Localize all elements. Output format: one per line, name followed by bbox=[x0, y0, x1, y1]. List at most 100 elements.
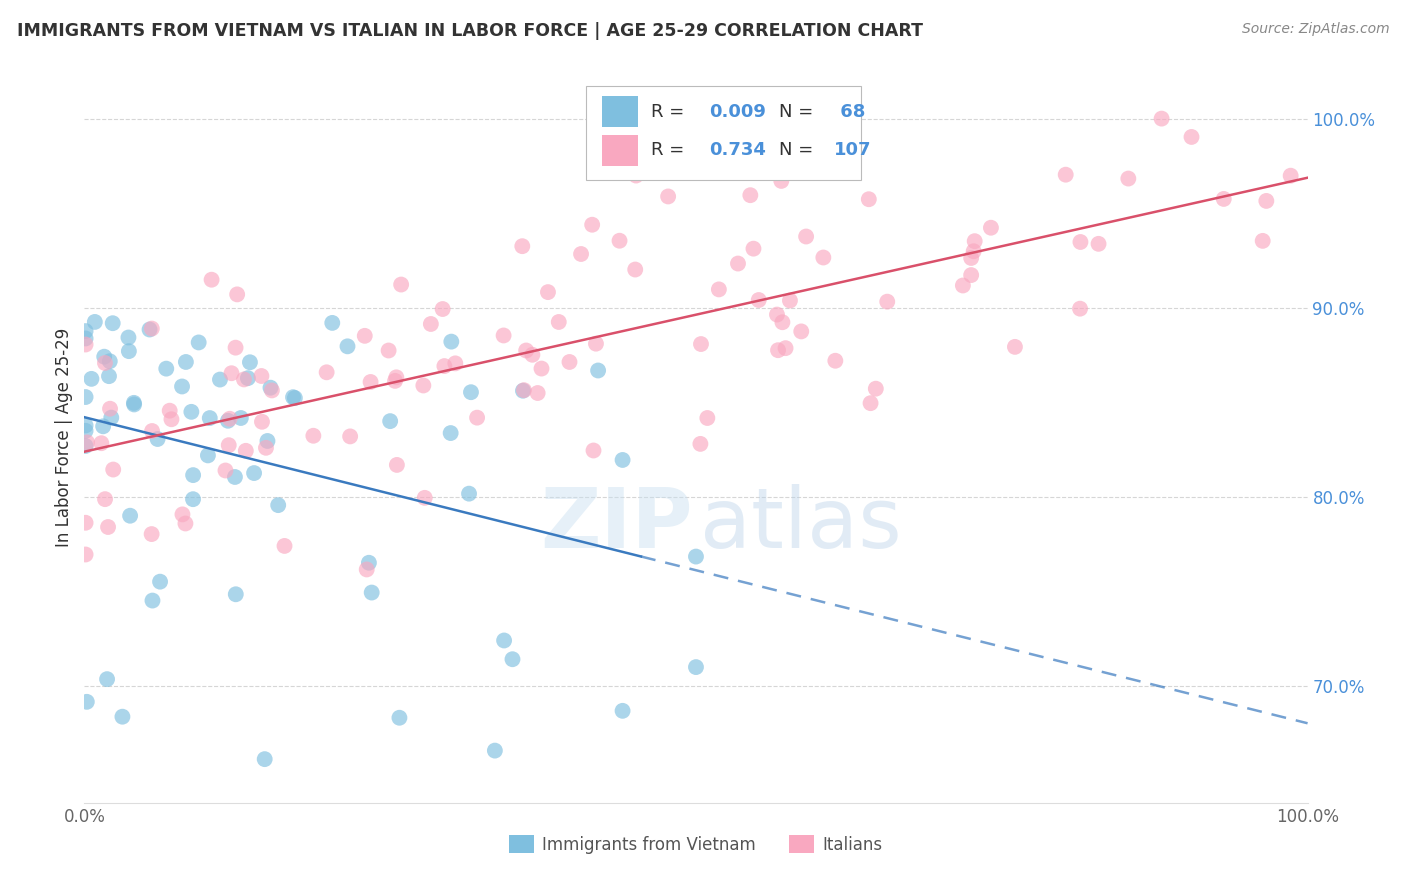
Point bbox=[159, 403, 181, 417]
Point bbox=[624, 169, 647, 183]
Point bbox=[1118, 171, 1140, 186]
Point bbox=[360, 375, 382, 389]
Point bbox=[458, 486, 481, 500]
Point bbox=[385, 370, 408, 384]
Legend: Immigrants from Vietnam, Italians: Immigrants from Vietnam, Italians bbox=[502, 829, 890, 860]
Point bbox=[696, 411, 718, 425]
Point bbox=[336, 339, 359, 353]
Point bbox=[75, 324, 97, 338]
Point bbox=[174, 355, 197, 369]
Point bbox=[770, 174, 793, 188]
Point bbox=[80, 372, 103, 386]
Text: N =: N = bbox=[779, 103, 820, 120]
Point bbox=[963, 244, 986, 259]
Point bbox=[1150, 112, 1173, 126]
Point bbox=[547, 315, 569, 329]
Point bbox=[865, 382, 887, 396]
Text: R =: R = bbox=[651, 103, 690, 120]
Point bbox=[253, 752, 276, 766]
Point bbox=[250, 369, 273, 384]
Point bbox=[197, 449, 219, 463]
Point bbox=[117, 330, 139, 344]
Point bbox=[118, 344, 141, 359]
Point bbox=[97, 520, 120, 534]
Point bbox=[93, 350, 115, 364]
Point bbox=[707, 282, 730, 296]
Point bbox=[790, 325, 813, 339]
Point bbox=[388, 711, 411, 725]
Text: 0.734: 0.734 bbox=[710, 141, 766, 160]
Point bbox=[512, 384, 534, 398]
Point bbox=[302, 429, 325, 443]
Point bbox=[513, 383, 536, 397]
Point bbox=[522, 348, 544, 362]
Point bbox=[657, 189, 679, 203]
Point bbox=[1054, 168, 1077, 182]
Text: 68: 68 bbox=[834, 103, 866, 120]
Point bbox=[444, 356, 467, 370]
Point bbox=[254, 441, 277, 455]
Point bbox=[960, 251, 983, 265]
Point bbox=[250, 415, 273, 429]
Point bbox=[100, 410, 122, 425]
Point bbox=[432, 301, 454, 316]
Point bbox=[537, 285, 560, 299]
Point bbox=[353, 328, 375, 343]
Point bbox=[200, 273, 222, 287]
Point bbox=[75, 331, 97, 345]
Point bbox=[315, 365, 337, 379]
Point bbox=[413, 491, 436, 505]
Point bbox=[775, 341, 797, 355]
Point bbox=[273, 539, 295, 553]
Point bbox=[385, 458, 408, 472]
Point bbox=[75, 424, 97, 438]
Point bbox=[146, 432, 169, 446]
Point bbox=[76, 695, 98, 709]
Point bbox=[1279, 169, 1302, 183]
Point bbox=[859, 396, 882, 410]
Point bbox=[94, 492, 117, 507]
Point bbox=[1087, 236, 1109, 251]
Point bbox=[515, 343, 537, 358]
Point bbox=[612, 453, 634, 467]
Point bbox=[75, 548, 97, 562]
Point bbox=[267, 498, 290, 512]
Text: Source: ZipAtlas.com: Source: ZipAtlas.com bbox=[1241, 22, 1389, 37]
Point bbox=[218, 438, 240, 452]
Point bbox=[141, 593, 163, 607]
Point bbox=[360, 585, 382, 599]
Point bbox=[742, 242, 765, 256]
Point bbox=[690, 337, 713, 351]
Point bbox=[96, 672, 118, 686]
Point bbox=[75, 337, 97, 351]
Point bbox=[748, 293, 770, 307]
Point bbox=[460, 385, 482, 400]
Point bbox=[1069, 301, 1091, 316]
Point bbox=[101, 316, 124, 330]
Point bbox=[83, 315, 105, 329]
Point bbox=[440, 425, 463, 440]
Point bbox=[236, 371, 259, 385]
Point bbox=[586, 363, 609, 377]
Point bbox=[226, 287, 249, 301]
Point bbox=[980, 220, 1002, 235]
Point bbox=[75, 418, 97, 433]
Point bbox=[120, 508, 142, 523]
Point bbox=[141, 321, 163, 335]
Point bbox=[766, 343, 789, 358]
Text: R =: R = bbox=[651, 141, 690, 160]
Point bbox=[256, 434, 278, 448]
Point bbox=[689, 437, 711, 451]
Point bbox=[858, 192, 880, 206]
Point bbox=[766, 308, 789, 322]
Point bbox=[1251, 234, 1274, 248]
Point bbox=[339, 429, 361, 443]
Point bbox=[172, 508, 194, 522]
Point bbox=[235, 443, 257, 458]
Point bbox=[1069, 235, 1091, 249]
Point bbox=[356, 562, 378, 576]
Point bbox=[1004, 340, 1026, 354]
Point bbox=[377, 343, 399, 358]
Point bbox=[440, 334, 463, 349]
Point bbox=[412, 378, 434, 392]
